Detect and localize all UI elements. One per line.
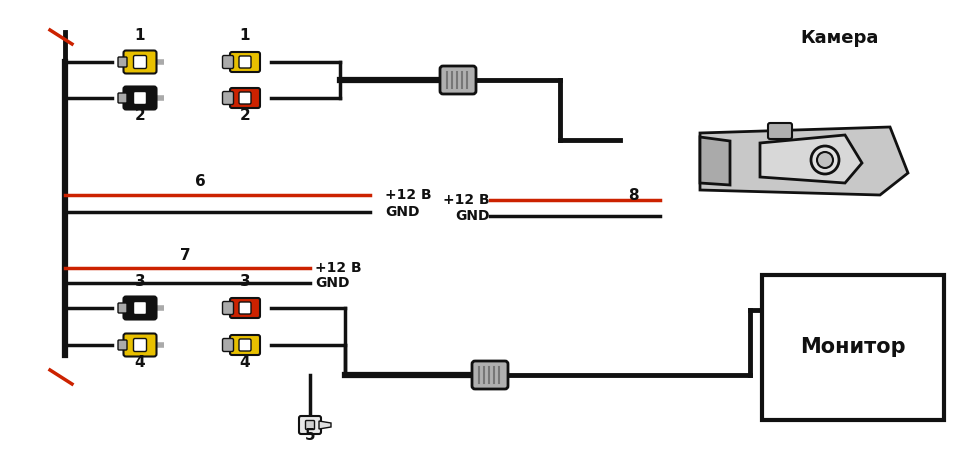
Text: GND: GND [385, 205, 420, 219]
FancyBboxPatch shape [239, 302, 251, 314]
Text: +12 В: +12 В [385, 188, 432, 202]
FancyBboxPatch shape [133, 92, 147, 104]
Text: 4: 4 [134, 355, 145, 370]
Text: 1: 1 [240, 28, 251, 43]
Text: 3: 3 [134, 274, 145, 289]
Text: GND: GND [315, 276, 349, 290]
FancyBboxPatch shape [305, 421, 315, 430]
FancyBboxPatch shape [223, 92, 233, 104]
FancyBboxPatch shape [230, 52, 260, 72]
FancyBboxPatch shape [440, 66, 476, 94]
FancyBboxPatch shape [230, 298, 260, 318]
FancyBboxPatch shape [239, 339, 251, 351]
FancyBboxPatch shape [133, 302, 147, 314]
FancyBboxPatch shape [133, 338, 147, 352]
Text: 6: 6 [195, 174, 205, 188]
FancyBboxPatch shape [768, 123, 792, 139]
FancyBboxPatch shape [223, 56, 233, 68]
FancyBboxPatch shape [124, 334, 156, 356]
Text: 8: 8 [628, 188, 638, 203]
FancyBboxPatch shape [124, 86, 156, 110]
Text: 2: 2 [134, 108, 145, 123]
Text: Монитор: Монитор [801, 337, 906, 357]
FancyBboxPatch shape [118, 57, 127, 67]
FancyBboxPatch shape [118, 340, 127, 350]
FancyBboxPatch shape [124, 51, 156, 74]
Text: +12 В: +12 В [315, 261, 362, 275]
FancyBboxPatch shape [118, 93, 127, 103]
FancyBboxPatch shape [133, 56, 147, 68]
Polygon shape [760, 135, 862, 183]
Circle shape [817, 152, 833, 168]
Text: 2: 2 [240, 108, 251, 123]
Circle shape [811, 146, 839, 174]
Text: +12 В: +12 В [444, 193, 490, 207]
FancyBboxPatch shape [223, 302, 233, 314]
FancyBboxPatch shape [239, 92, 251, 104]
Text: 3: 3 [240, 274, 251, 289]
FancyBboxPatch shape [223, 338, 233, 352]
Polygon shape [700, 137, 730, 185]
Text: GND: GND [455, 209, 490, 223]
FancyBboxPatch shape [124, 296, 156, 320]
Polygon shape [700, 127, 908, 195]
Text: 7: 7 [180, 247, 190, 262]
FancyBboxPatch shape [230, 88, 260, 108]
Text: 1: 1 [134, 28, 145, 43]
FancyBboxPatch shape [230, 335, 260, 355]
FancyBboxPatch shape [239, 56, 251, 68]
Text: 4: 4 [240, 355, 251, 370]
FancyBboxPatch shape [299, 416, 321, 434]
Bar [762, 275, 944, 420]
Text: 5: 5 [304, 428, 315, 443]
Polygon shape [319, 421, 331, 429]
Text: Камера: Камера [801, 29, 879, 47]
FancyBboxPatch shape [472, 361, 508, 389]
FancyBboxPatch shape [118, 303, 127, 313]
